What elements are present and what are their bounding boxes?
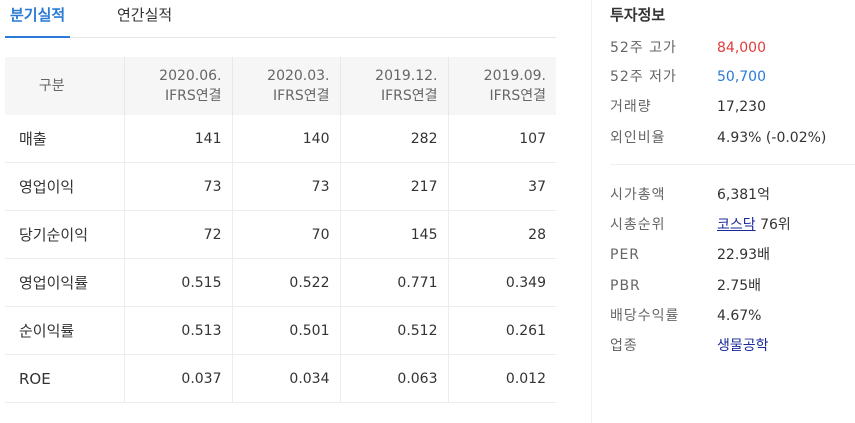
cell-value: 0.771 — [339, 258, 448, 307]
info-label: PER — [610, 247, 641, 263]
row-name: 당기순이익 — [5, 210, 124, 259]
cell-value: 107 — [447, 115, 556, 163]
info-label: PBR — [610, 278, 641, 294]
info-label: 52주 저가 — [610, 69, 677, 85]
info-separator — [610, 164, 855, 165]
header-col-1: 2020.06. IFRS연결 — [123, 57, 232, 115]
info-label: 시총순위 — [610, 217, 666, 233]
cell-value: 0.512 — [339, 306, 448, 355]
sector-link[interactable]: 생물공학 — [717, 338, 769, 354]
tab-quarterly[interactable]: 분기실적 — [4, 6, 71, 38]
info-row-cap-rank: 시총순위 코스닥 76위 — [610, 214, 855, 236]
info-value-pbr: 2.75배 — [717, 278, 762, 294]
cell-value: 0.063 — [339, 354, 448, 403]
info-row-pbr: PBR 2.75배 — [610, 275, 855, 297]
header-col-date: 2020.03. — [267, 68, 330, 84]
info-row-52w-high: 52주 고가 84,000 — [610, 37, 855, 59]
row-name: 매출 — [5, 115, 124, 163]
cell-value: 0.501 — [231, 306, 340, 355]
table-row: ROE 0.037 0.034 0.063 0.012 — [5, 354, 556, 403]
info-value-foreign-ratio: 4.93% (-0.02%) — [717, 130, 827, 146]
cell-value: 0.012 — [447, 354, 556, 403]
info-value-52w-low: 50,700 — [717, 69, 766, 85]
cell-value: 0.034 — [231, 354, 340, 403]
cell-value: 282 — [339, 115, 448, 163]
cell-value: 0.349 — [447, 258, 556, 307]
panel-divider — [591, 0, 592, 423]
cell-value: 0.522 — [231, 258, 340, 307]
info-row-sector: 업종 생물공학 — [610, 335, 855, 357]
table-row: 매출 141 140 282 107 — [5, 115, 556, 163]
rank-value: 76위 — [760, 217, 791, 233]
cell-value: 140 — [231, 115, 340, 163]
cell-value: 73 — [231, 162, 340, 211]
header-col-std: IFRS연결 — [272, 88, 330, 104]
header-col-3: 2019.12. IFRS연결 — [339, 57, 448, 115]
cell-value: 0.513 — [123, 306, 232, 355]
header-col-std: IFRS연결 — [164, 88, 222, 104]
row-name: ROE — [5, 354, 124, 403]
info-value-market-cap: 6,381억 — [717, 187, 770, 203]
earnings-table: 구분 2020.06. IFRS연결 2020.03. IFRS연결 2019.12… — [5, 57, 556, 403]
info-value-cap-rank: 코스닥 76위 — [717, 214, 791, 236]
cell-value: 0.261 — [447, 306, 556, 355]
info-value-52w-high: 84,000 — [717, 40, 766, 56]
cell-value: 0.515 — [123, 258, 232, 307]
info-row-market-cap: 시가총액 6,381억 — [610, 184, 855, 206]
header-col-date: 2019.09. — [483, 68, 546, 84]
cell-value: 37 — [447, 162, 556, 211]
header-col-date: 2020.06. — [159, 68, 222, 84]
investment-info-panel: 투자정보 52주 고가 84,000 52주 저가 50,700 거래량 17,… — [610, 0, 855, 423]
header-col-date: 2019.12. — [375, 68, 438, 84]
info-row-volume: 거래량 17,230 — [610, 96, 855, 118]
info-label: 배당수익률 — [610, 308, 680, 324]
info-label: 외인비율 — [610, 130, 666, 146]
cell-value: 73 — [123, 162, 232, 211]
info-label: 52주 고가 — [610, 40, 677, 56]
header-col-std: IFRS연결 — [380, 88, 438, 104]
info-value-dividend-yield: 4.67% — [717, 308, 762, 324]
info-value-per: 22.93배 — [717, 247, 770, 263]
cell-value: 217 — [339, 162, 448, 211]
row-name: 영업이익률 — [5, 258, 124, 307]
header-col-4: 2019.09. IFRS연결 — [447, 57, 556, 115]
market-link[interactable]: 코스닥 — [717, 217, 756, 233]
table-row: 당기순이익 72 70 145 28 — [5, 210, 556, 259]
header-label: 구분 — [5, 57, 124, 115]
info-label: 시가총액 — [610, 187, 666, 203]
info-row-foreign-ratio: 외인비율 4.93% (-0.02%) — [610, 127, 855, 149]
cell-value: 28 — [447, 210, 556, 259]
row-name: 순이익률 — [5, 306, 124, 355]
info-row-52w-low: 52주 저가 50,700 — [610, 66, 855, 88]
cell-value: 70 — [231, 210, 340, 259]
table-row: 영업이익 73 73 217 37 — [5, 162, 556, 211]
table-row: 순이익률 0.513 0.501 0.512 0.261 — [5, 306, 556, 355]
info-label: 거래량 — [610, 99, 652, 115]
row-name: 영업이익 — [5, 162, 124, 211]
info-row-per: PER 22.93배 — [610, 244, 855, 266]
investment-info-title: 투자정보 — [610, 6, 666, 24]
cell-value: 72 — [123, 210, 232, 259]
earnings-panel: 분기실적 연간실적 구분 2020.06. IFRS연결 2020.03. IFRS… — [4, 0, 556, 423]
table-header-row: 구분 2020.06. IFRS연결 2020.03. IFRS연결 2019.12… — [5, 57, 556, 115]
cell-value: 0.037 — [123, 354, 232, 403]
earnings-tabs: 분기실적 연간실적 — [4, 0, 556, 38]
info-row-dividend-yield: 배당수익률 4.67% — [610, 305, 855, 327]
header-col-std: IFRS연결 — [489, 88, 546, 104]
table-row: 영업이익률 0.515 0.522 0.771 0.349 — [5, 258, 556, 307]
info-value-volume: 17,230 — [717, 99, 766, 115]
cell-value: 145 — [339, 210, 448, 259]
header-col-2: 2020.03. IFRS연결 — [231, 57, 340, 115]
info-label: 업종 — [610, 338, 638, 354]
tab-annual[interactable]: 연간실적 — [117, 6, 173, 24]
cell-value: 141 — [123, 115, 232, 163]
